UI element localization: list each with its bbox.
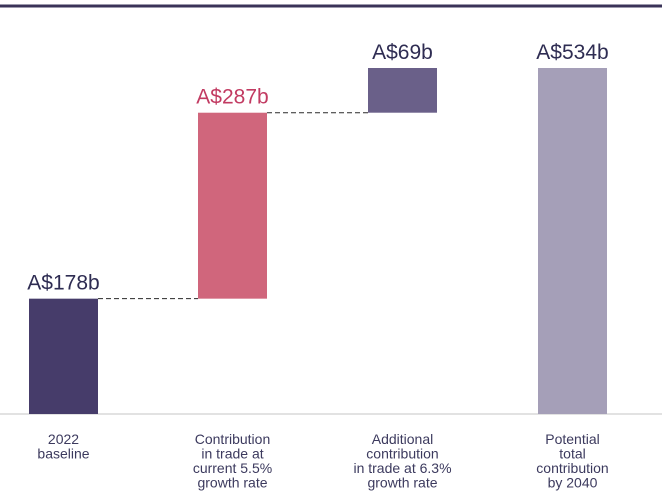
- bar-value-label-1: A$178b: [27, 272, 99, 295]
- category-label-2-line-1: Contribution: [195, 431, 271, 447]
- category-label-1-line-1: 2022: [48, 431, 79, 447]
- bar-value-label-4: A$534b: [536, 41, 608, 64]
- category-label-3-line-2: contribution: [366, 446, 438, 462]
- category-label-4-line-1: Potential: [545, 431, 599, 447]
- bar-value-label-2: A$287b: [196, 86, 268, 109]
- category-label-1-line-2: baseline: [37, 446, 89, 462]
- category-label-2-line-3: current 5.5%: [193, 460, 272, 476]
- category-label-3-line-4: growth rate: [367, 475, 437, 491]
- bar-1: [29, 298, 98, 414]
- category-label-4-line-3: contribution: [536, 460, 608, 476]
- bar-2: [198, 112, 267, 299]
- bar-value-label-3: A$69b: [372, 41, 433, 64]
- bar-4: [538, 68, 607, 414]
- category-label-4-line-4: by 2040: [548, 475, 598, 491]
- category-label-2-line-2: in trade at: [201, 446, 263, 462]
- category-label-3-line-1: Additional: [372, 431, 434, 447]
- category-label-3-line-3: in trade at 6.3%: [353, 460, 451, 476]
- category-label-4-line-2: total: [559, 446, 585, 462]
- category-label-2-line-4: growth rate: [197, 475, 267, 491]
- bar-3: [368, 68, 437, 113]
